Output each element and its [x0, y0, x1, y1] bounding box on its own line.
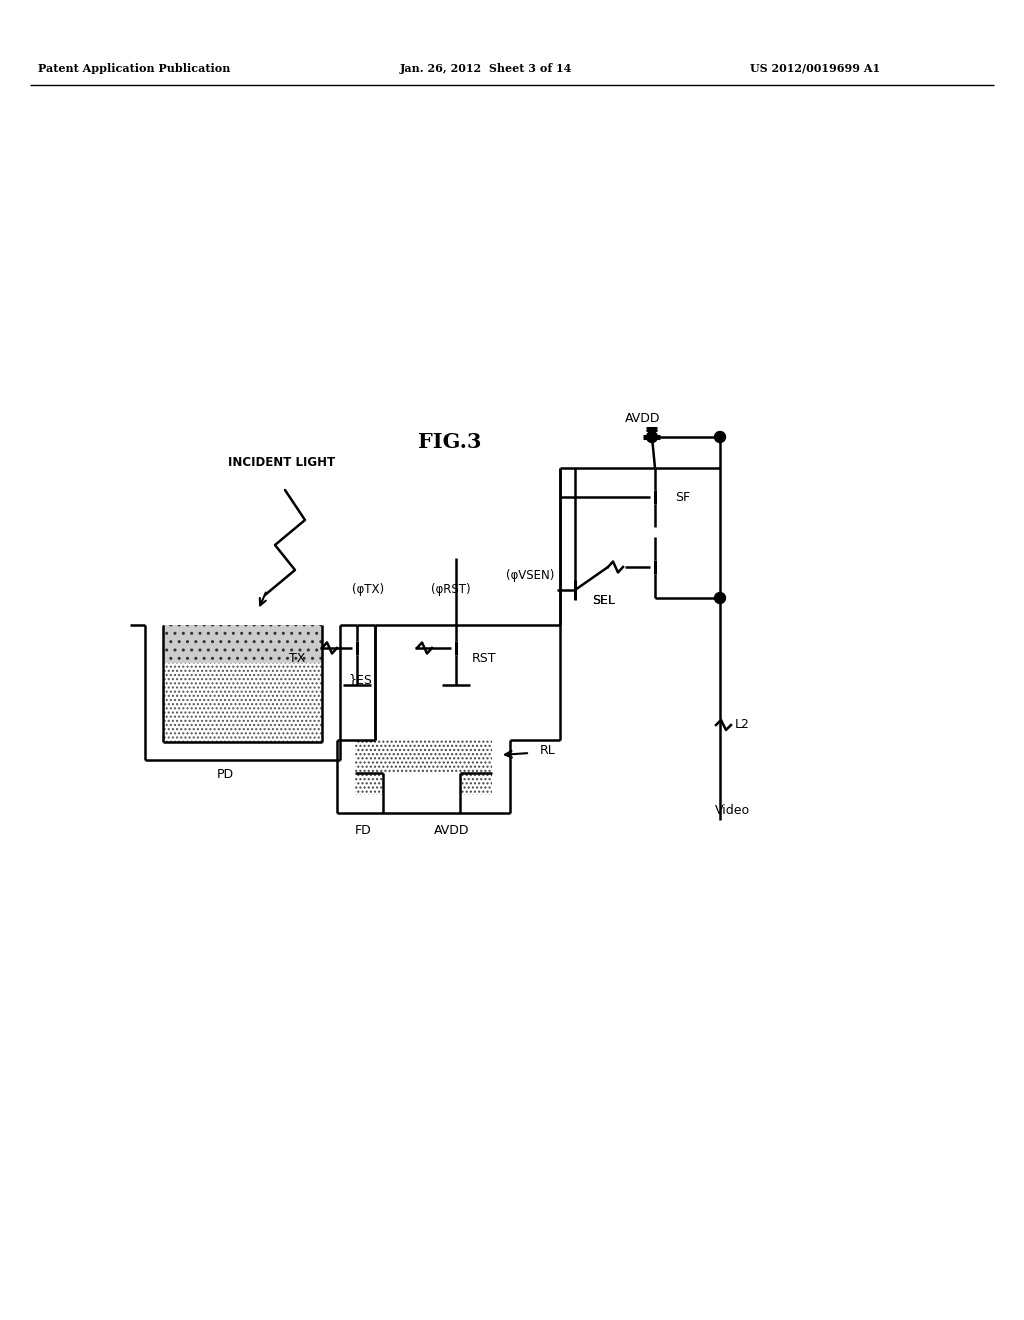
- Text: FIG.3: FIG.3: [418, 432, 481, 451]
- Text: }ES: }ES: [348, 673, 372, 686]
- Bar: [355, 774, 383, 795]
- Text: SEL: SEL: [592, 594, 615, 606]
- Circle shape: [715, 432, 725, 442]
- Text: (φRST): (φRST): [431, 583, 471, 597]
- Bar: [163, 663, 322, 742]
- Bar: [163, 624, 322, 663]
- Text: (φTX): (φTX): [352, 583, 384, 597]
- Circle shape: [646, 432, 657, 442]
- Text: Video: Video: [715, 804, 750, 817]
- Bar: [355, 741, 492, 774]
- Text: Patent Application Publication: Patent Application Publication: [38, 62, 230, 74]
- Text: Jan. 26, 2012  Sheet 3 of 14: Jan. 26, 2012 Sheet 3 of 14: [400, 62, 572, 74]
- Text: SEL: SEL: [592, 594, 615, 606]
- Text: RL: RL: [540, 744, 556, 758]
- Text: US 2012/0019699 A1: US 2012/0019699 A1: [750, 62, 880, 74]
- Text: INCIDENT LIGHT: INCIDENT LIGHT: [228, 455, 335, 469]
- Text: SF: SF: [675, 491, 690, 503]
- Bar: [460, 774, 492, 795]
- Text: FD: FD: [354, 824, 372, 837]
- Text: PD: PD: [216, 768, 233, 781]
- Text: AVDD: AVDD: [434, 824, 470, 837]
- Text: RST: RST: [472, 652, 497, 664]
- Text: TX: TX: [289, 652, 305, 664]
- Circle shape: [715, 593, 725, 603]
- Text: AVDD: AVDD: [626, 412, 660, 425]
- Text: L2: L2: [735, 718, 750, 731]
- Text: (φVSEN): (φVSEN): [506, 569, 554, 582]
